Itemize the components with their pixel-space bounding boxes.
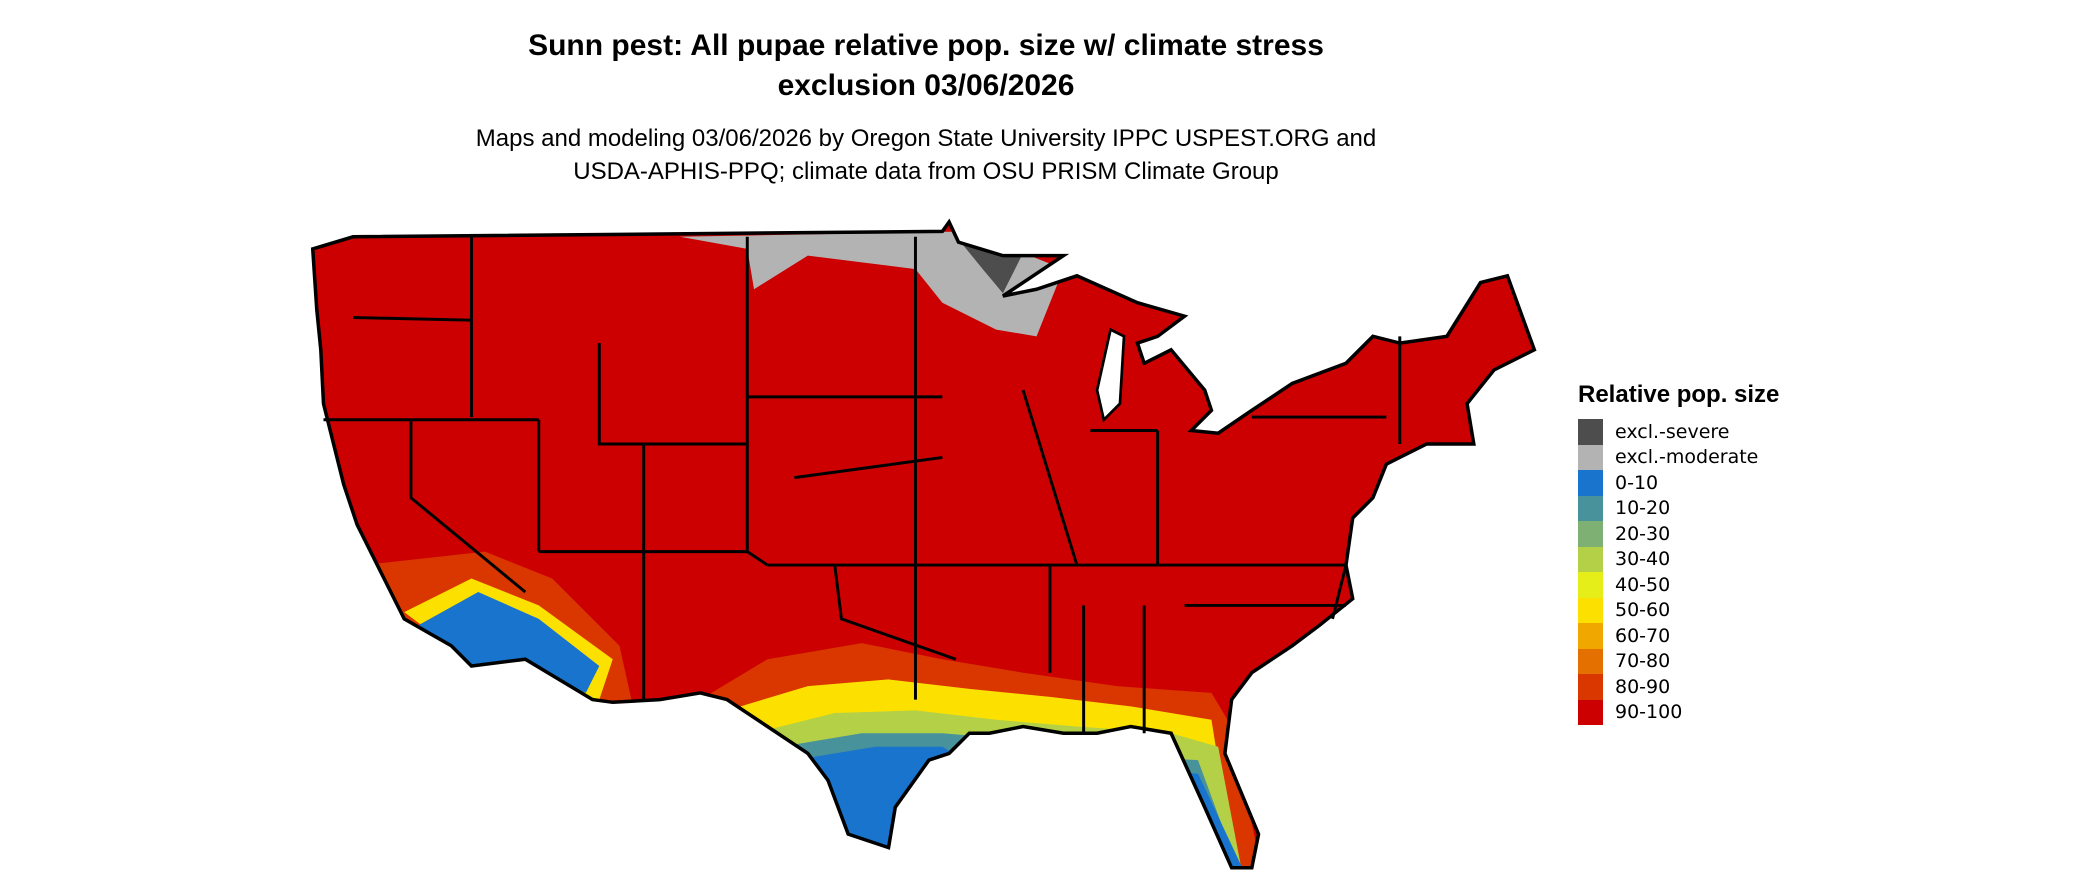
legend-swatch [1578, 699, 1603, 725]
legend-label: 30-40 [1615, 548, 1671, 571]
legend-label: 50-60 [1615, 599, 1671, 622]
map-title: Sunn pest: All pupae relative pop. size … [0, 26, 1852, 106]
legend-label: excl.-severe [1615, 420, 1730, 443]
legend-label: 80-90 [1615, 675, 1671, 698]
legend-label: excl.-moderate [1615, 446, 1759, 469]
legend-items: excl.-severe excl.-moderate 0-10 10-20 20-30… [1578, 419, 1779, 725]
legend-label: 10-20 [1615, 497, 1671, 520]
legend-swatch [1578, 470, 1603, 496]
legend-swatch [1578, 597, 1603, 623]
legend-item: 40-50 [1578, 572, 1779, 598]
map-subtitle-line2: USDA-APHIS-PPQ; climate data from OSU PR… [573, 158, 1279, 185]
legend-swatch [1578, 495, 1603, 521]
legend-item: excl.-severe [1578, 419, 1779, 445]
legend-item: 80-90 [1578, 674, 1779, 700]
map-title-line1: Sunn pest: All pupae relative pop. size … [528, 29, 1324, 62]
legend-item: 70-80 [1578, 648, 1779, 674]
map-subtitle-line1: Maps and modeling 03/06/2026 by Oregon S… [475, 125, 1377, 152]
legend-swatch [1578, 521, 1603, 547]
legend-item: 30-40 [1578, 546, 1779, 572]
legend-swatch [1578, 623, 1603, 649]
zone-gulf-0-10 [794, 746, 1252, 868]
state-borders [323, 236, 1402, 734]
legend-item: excl.-moderate [1578, 444, 1779, 470]
legend-item: 10-20 [1578, 495, 1779, 521]
legend-item: 60-70 [1578, 623, 1779, 649]
legend-item: 50-60 [1578, 597, 1779, 623]
us-land-fill [312, 221, 1535, 868]
legend-title: Relative pop. size [1578, 381, 1780, 408]
zone-sw-0-10 [417, 591, 600, 693]
legend-swatch [1578, 572, 1603, 598]
legend: Relative pop. size excl.-severe excl.-mod… [1578, 381, 1779, 725]
legend-swatch [1578, 648, 1603, 674]
legend-label: 40-50 [1615, 573, 1671, 596]
legend-label: 90-100 [1615, 701, 1683, 724]
lake-michigan [1095, 327, 1126, 423]
legend-label: 60-70 [1615, 624, 1671, 647]
zone-excl-moderate [680, 231, 1064, 337]
legend-swatch [1578, 444, 1603, 470]
us-outline [310, 218, 1537, 870]
map-subtitle: Maps and modeling 03/06/2026 by Oregon S… [0, 122, 1852, 188]
map-title-line2: exclusion 03/06/2026 [777, 69, 1075, 102]
legend-swatch [1578, 546, 1603, 572]
legend-label: 0-10 [1615, 471, 1659, 494]
legend-swatch [1578, 419, 1603, 445]
legend-label: 20-30 [1615, 522, 1671, 545]
legend-item: 90-100 [1578, 699, 1779, 725]
legend-item: 20-30 [1578, 521, 1779, 547]
legend-label: 70-80 [1615, 650, 1671, 673]
legend-swatch [1578, 674, 1603, 700]
legend-item: 0-10 [1578, 470, 1779, 496]
